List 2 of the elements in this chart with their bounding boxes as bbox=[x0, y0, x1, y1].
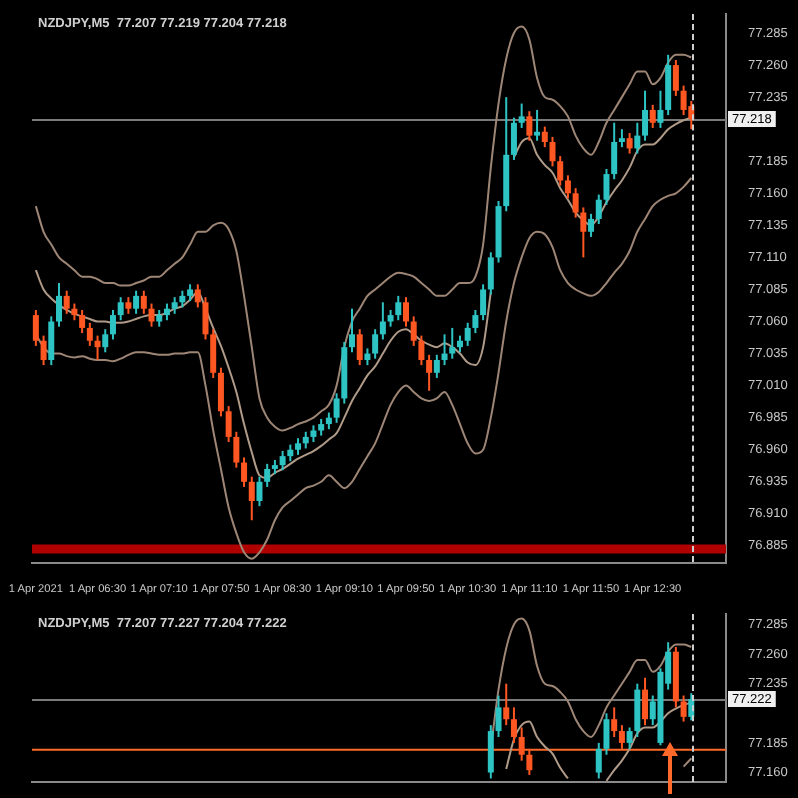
line-series bbox=[34, 25, 693, 432]
line-series bbox=[34, 176, 693, 560]
